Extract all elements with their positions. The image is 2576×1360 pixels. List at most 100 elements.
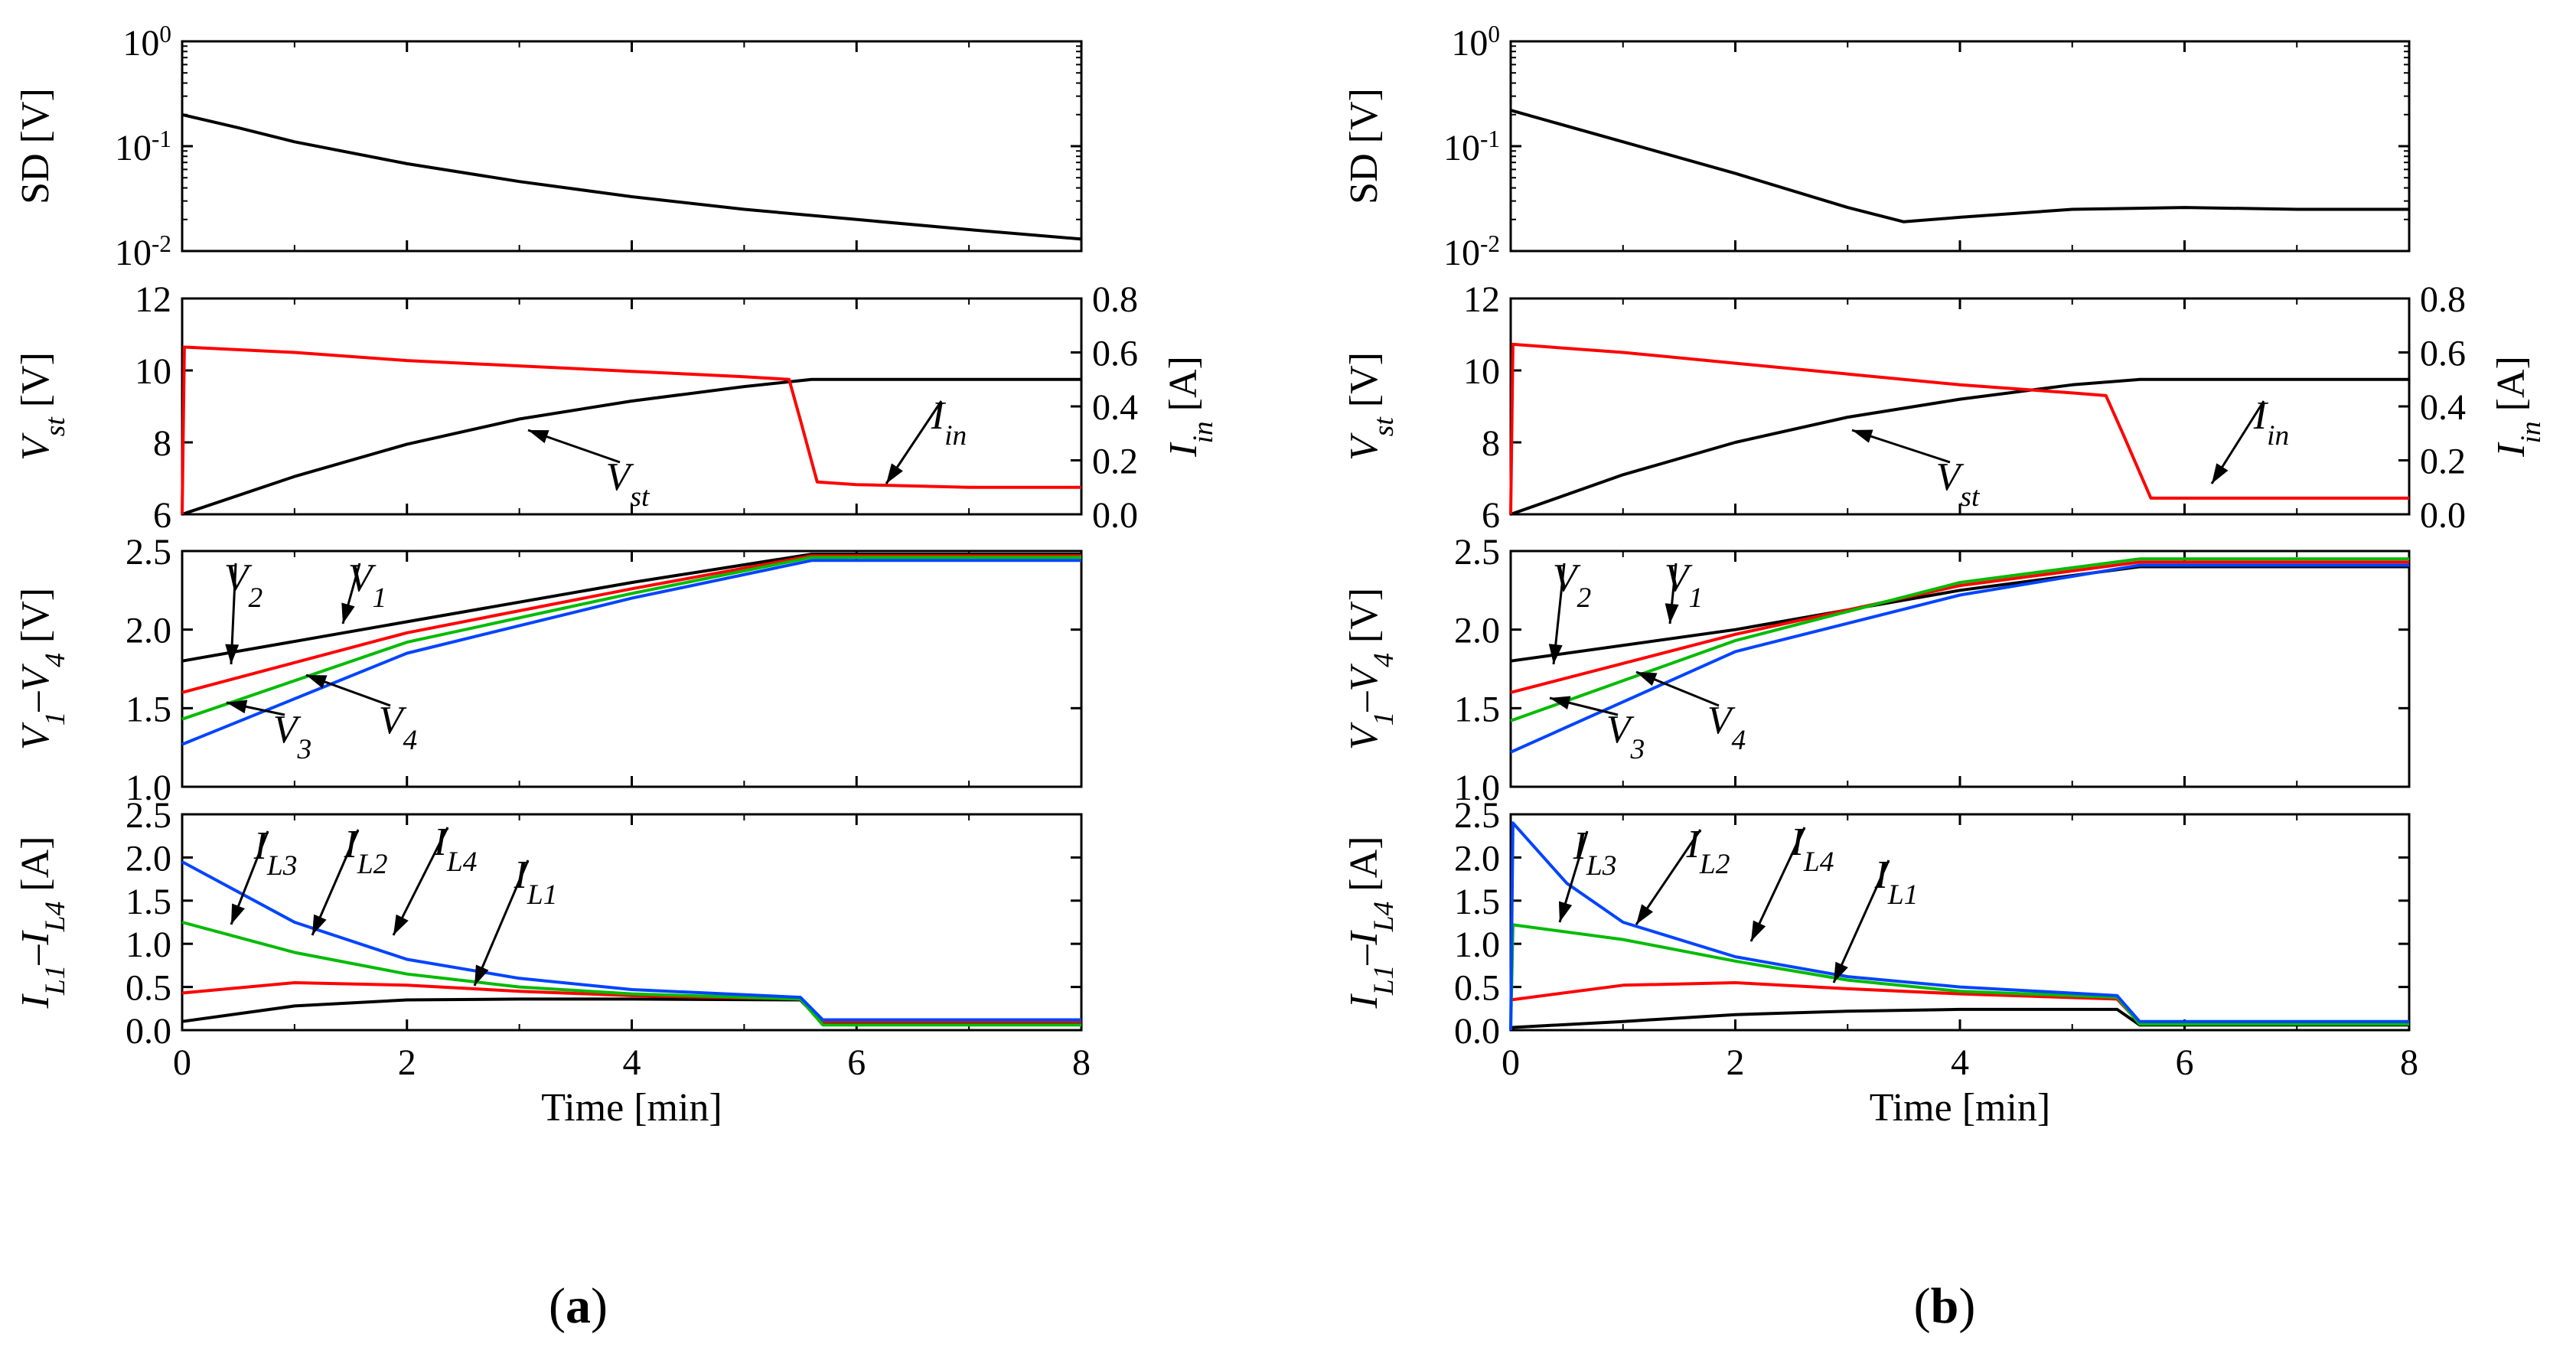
annotation-arrow-head <box>1550 696 1571 709</box>
series-line-v1 <box>1510 565 2409 663</box>
annotation-arrow-line <box>473 859 530 987</box>
x-axis-label: Time [min] <box>1870 1086 2050 1130</box>
y2-tick-label: 0.4 <box>1092 387 1138 428</box>
annotation-v4: V4 <box>379 699 417 756</box>
annotation-il3: IL3 <box>1573 824 1617 882</box>
y2-tick-label: 0.0 <box>1092 495 1138 536</box>
annotation-arrow-head <box>225 644 240 664</box>
x-tick-label: 0 <box>173 1042 191 1083</box>
x-tick-label: 4 <box>1951 1042 1969 1083</box>
x-tick-label: 8 <box>1072 1042 1091 1083</box>
x-tick-label: 2 <box>398 1042 416 1083</box>
y-tick-label: 100 <box>1451 21 1500 64</box>
series-line-il3 <box>181 921 1081 1027</box>
x-tick-label: 2 <box>1727 1042 1745 1083</box>
annotation-il2: IL2 <box>1686 823 1730 880</box>
y-axis-label: V1–V4 [V] <box>1342 588 1400 750</box>
y2-tick-label: 0.8 <box>1092 279 1138 320</box>
annotation-il4: IL4 <box>433 820 478 878</box>
y-tick-label: 10-1 <box>115 126 171 169</box>
y-tick-label: 2.5 <box>126 532 171 572</box>
annotation-v1: V1 <box>348 556 386 614</box>
annotation-v4: V4 <box>1707 699 1746 756</box>
y-tick-label: 0.5 <box>1454 968 1500 1009</box>
y-tick-label: 2.5 <box>126 795 171 836</box>
series-line-sd <box>1510 109 2409 223</box>
series-line-il3 <box>1509 923 2409 1031</box>
annotation-arrow-line <box>1832 859 1890 983</box>
annotation-arrow-head <box>1636 904 1654 925</box>
x-tick-label: 6 <box>847 1042 866 1083</box>
y-tick-label: 1.5 <box>1454 882 1500 922</box>
annotation-arrow-line <box>392 827 449 936</box>
x-tick-label: 6 <box>2176 1042 2194 1083</box>
annotation-iin: Iin <box>931 394 967 452</box>
series-line-il2 <box>1510 981 2409 1025</box>
series-line-iin <box>181 345 1081 515</box>
y-tick-label: 1.0 <box>126 925 171 965</box>
y-tick-label: 100 <box>122 21 171 64</box>
y-tick-label: 12 <box>1463 279 1500 320</box>
y-tick-label: 2.0 <box>126 611 171 651</box>
panel-b: 100 10-1 10-2 SD [V] 6 8 10 12 0.0 0.2 0.4 0.6 0.8 Ii… <box>1342 21 2547 1335</box>
panel-label: (b) <box>1914 1278 1976 1334</box>
y2-tick-label: 0.6 <box>1092 334 1138 374</box>
series-line-v3 <box>1510 557 2409 722</box>
y-tick-label: 10-2 <box>115 230 171 274</box>
y-tick-label: 10 <box>1463 351 1500 392</box>
y2-tick-label: 0.6 <box>2420 334 2466 374</box>
y2-tick-label: 0.2 <box>1092 442 1138 482</box>
annotation-v3: V3 <box>1606 708 1645 765</box>
annotation-v1: V1 <box>1665 556 1703 614</box>
annotation-arrow-head <box>306 675 328 689</box>
y2-tick-label: 0.0 <box>2420 495 2466 536</box>
y-tick-label: 10-1 <box>1443 126 1500 169</box>
y-tick-label: 10 <box>135 351 171 392</box>
y-tick-label: 6 <box>153 495 171 536</box>
y-axis-label: IL1–IL4 [A] <box>1342 837 1400 1009</box>
annotation-v2: V2 <box>224 556 262 614</box>
y-axis-label: Vst [V] <box>14 352 71 461</box>
series-line-v1 <box>181 553 1081 663</box>
y-tick-label: 8 <box>1482 423 1500 464</box>
annotation-vst: Vst <box>1936 455 1981 513</box>
annotation-arrow-line <box>1749 827 1806 942</box>
annotation-arrow-head <box>1834 961 1848 983</box>
y-axis-label: SD [V] <box>1342 88 1386 204</box>
annotation-v2: V2 <box>1553 556 1591 614</box>
y-tick-label: 0.0 <box>126 1011 171 1052</box>
series-line-v3 <box>181 556 1081 721</box>
subplot-sd: 100 10-1 10-2 SD [V] <box>1342 21 2411 273</box>
annotation-arrow-head <box>393 914 409 935</box>
y-tick-label: 1.5 <box>126 689 171 729</box>
subplot-vst: 6 8 10 12 0.0 0.2 0.4 0.6 0.8 Iin [A] Vst [V] Vst Ii… <box>14 279 1219 536</box>
annotation-arrow-head <box>227 700 248 714</box>
series-line-il1 <box>1510 1007 2409 1029</box>
y2-tick-label: 0.8 <box>2420 279 2466 320</box>
annotation-v3: V3 <box>273 708 311 765</box>
annotation-arrow-head <box>1548 644 1563 664</box>
annotation-arrow-head <box>1558 901 1573 922</box>
y-axis-label: IL1–IL4 [A] <box>14 837 71 1009</box>
x-tick-label: 4 <box>623 1042 641 1083</box>
y2-axis-label: Iin [A] <box>2490 356 2547 458</box>
annotation-vst: Vst <box>606 455 651 513</box>
y-tick-label: 2.0 <box>1454 611 1500 651</box>
y-tick-label: 2.0 <box>126 838 171 879</box>
x-tick-label: 0 <box>1502 1042 1520 1083</box>
y-tick-label: 2.5 <box>1454 532 1500 572</box>
series-line-iin <box>1509 342 2409 515</box>
subplot-vst: 6 8 10 12 0.0 0.2 0.4 0.6 0.8 Iin [A] Vst [V] Vst Ii… <box>1342 279 2547 536</box>
series-line-v2 <box>1510 560 2409 694</box>
panel-label: (a) <box>549 1278 608 1334</box>
y-axis-label: SD [V] <box>14 88 57 204</box>
y-tick-label: 0.5 <box>126 968 171 1009</box>
y-tick-label: 0.0 <box>1454 1011 1500 1052</box>
plot-frame <box>1509 813 2411 1032</box>
annotation-arrow-head <box>1751 920 1766 941</box>
y-tick-label: 2.0 <box>1454 838 1500 879</box>
plot-frame <box>181 550 1083 788</box>
subplot-sd: 100 10-1 10-2 SD [V] <box>14 21 1083 274</box>
y2-tick-label: 0.4 <box>2420 387 2466 428</box>
y-tick-label: 2.5 <box>1454 795 1500 836</box>
